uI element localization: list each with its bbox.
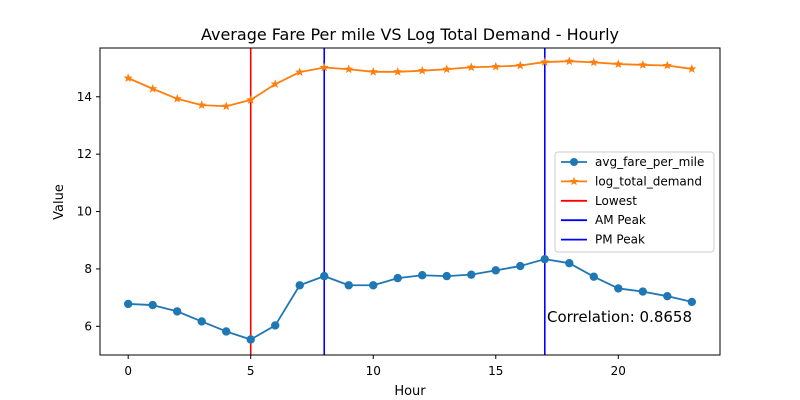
data-point-log_total_demand-1 xyxy=(148,83,158,93)
data-point-avg_fare_per_mile-6 xyxy=(271,321,280,330)
x-tick-label: 20 xyxy=(611,364,626,378)
correlation-annotation: Correlation: 0.8658 xyxy=(547,308,692,326)
data-point-log_total_demand-13 xyxy=(442,64,452,74)
data-point-log_total_demand-11 xyxy=(393,67,403,76)
data-point-avg_fare_per_mile-16 xyxy=(516,261,525,271)
data-point-avg_fare_per_mile-14 xyxy=(467,270,476,279)
data-point-avg_fare_per_mile-22 xyxy=(663,291,672,301)
data-point-avg_fare_per_mile-3 xyxy=(197,317,206,326)
legend-item-pm-peak: PM Peak xyxy=(561,233,645,247)
data-point-log_total_demand-21 xyxy=(638,60,648,69)
data-point-log_total_demand-14 xyxy=(466,62,476,72)
data-point-avg_fare_per_mile-18 xyxy=(565,258,574,268)
data-point-log_total_demand-23 xyxy=(687,64,697,73)
data-point-log_total_demand-0 xyxy=(123,73,133,83)
data-point-log_total_demand-22 xyxy=(662,60,672,70)
y-tick-label: 8 xyxy=(84,262,92,276)
data-point-log_total_demand-10 xyxy=(368,67,378,76)
legend-item-lowest: Lowest xyxy=(561,194,637,208)
data-point-avg_fare_per_mile-10 xyxy=(369,281,378,290)
y-axis: 6 8 10 12 14 xyxy=(77,90,100,333)
data-point-avg_fare_per_mile-4 xyxy=(222,327,231,336)
legend-item-log_total_demand: log_total_demand xyxy=(561,174,702,188)
series-avg_fare_per_mile xyxy=(123,254,697,344)
data-point-log_total_demand-7 xyxy=(295,67,305,76)
y-tick-label: 10 xyxy=(77,205,92,219)
data-point-log_total_demand-9 xyxy=(344,64,354,74)
legend-box xyxy=(554,151,715,253)
data-point-log_total_demand-12 xyxy=(417,65,427,75)
data-point-log_total_demand-16 xyxy=(515,60,525,70)
data-point-avg_fare_per_mile-0 xyxy=(123,299,133,309)
series-log_total_demand xyxy=(123,56,697,111)
x-axis: 0 5 10 15 20 xyxy=(124,355,626,378)
y-tick-label: 14 xyxy=(77,90,92,104)
y-tick-label: 6 xyxy=(84,319,92,333)
x-tick-label: 10 xyxy=(366,364,381,378)
data-point-avg_fare_per_mile-11 xyxy=(393,273,402,283)
x-tick-label: 0 xyxy=(124,364,132,378)
data-point-avg_fare_per_mile-13 xyxy=(442,271,451,281)
data-point-avg_fare_per_mile-8 xyxy=(320,271,329,281)
data-point-log_total_demand-19 xyxy=(589,57,599,67)
data-point-avg_fare_per_mile-9 xyxy=(344,281,353,290)
data-point-avg_fare_per_mile-12 xyxy=(418,271,427,280)
legend-marker xyxy=(569,176,579,186)
x-axis-label: Hour xyxy=(394,384,426,399)
legend-label: PM Peak xyxy=(595,233,645,247)
chart-title: Average Fare Per mile VS Log Total Deman… xyxy=(201,25,619,44)
data-point-avg_fare_per_mile-2 xyxy=(172,307,182,316)
legend: avg_fare_per_mile log_total_demand Lowest A… xyxy=(554,151,715,253)
x-tick-label: 15 xyxy=(488,364,503,378)
data-point-log_total_demand-17 xyxy=(540,57,550,66)
data-point-avg_fare_per_mile-5 xyxy=(246,335,255,344)
y-axis-label: Value xyxy=(52,184,67,220)
data-point-log_total_demand-15 xyxy=(491,61,501,71)
data-point-log_total_demand-3 xyxy=(197,100,207,109)
series-line-avg_fare_per_mile xyxy=(128,258,693,341)
data-point-log_total_demand-5 xyxy=(246,95,256,104)
legend-label: avg_fare_per_mile xyxy=(595,155,704,169)
data-point-avg_fare_per_mile-17 xyxy=(540,254,549,264)
data-point-log_total_demand-2 xyxy=(172,93,182,103)
legend-item-am-peak: AM Peak xyxy=(561,213,646,227)
data-point-log_total_demand-20 xyxy=(613,59,623,68)
data-point-avg_fare_per_mile-23 xyxy=(687,297,697,307)
data-point-log_total_demand-4 xyxy=(221,101,231,111)
plot-frame xyxy=(99,47,721,356)
legend-label: log_total_demand xyxy=(595,174,702,188)
data-point-log_total_demand-18 xyxy=(564,56,574,66)
series-line-log_total_demand xyxy=(127,60,692,108)
data-point-avg_fare_per_mile-19 xyxy=(589,272,598,281)
data-point-log_total_demand-6 xyxy=(270,79,280,89)
data-point-avg_fare_per_mile-21 xyxy=(638,287,648,296)
data-point-log_total_demand-8 xyxy=(319,62,329,72)
data-point-avg_fare_per_mile-20 xyxy=(614,284,623,293)
legend-item-avg_fare_per_mile: avg_fare_per_mile xyxy=(561,155,704,169)
legend-label: AM Peak xyxy=(595,213,646,227)
data-point-avg_fare_per_mile-7 xyxy=(295,281,304,290)
y-tick-label: 12 xyxy=(77,147,92,161)
series-layer xyxy=(123,56,697,344)
data-point-avg_fare_per_mile-1 xyxy=(148,300,157,310)
legend-marker xyxy=(570,158,578,166)
data-point-avg_fare_per_mile-15 xyxy=(491,266,500,275)
legend-label: Lowest xyxy=(595,194,637,208)
x-tick-label: 5 xyxy=(247,364,255,378)
